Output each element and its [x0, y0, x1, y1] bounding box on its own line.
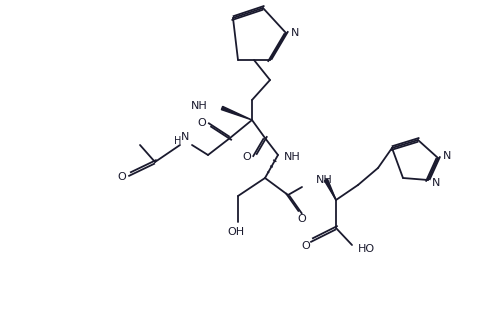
Polygon shape	[324, 179, 335, 200]
Text: O: O	[197, 118, 206, 128]
Text: NH: NH	[283, 152, 300, 162]
Text: NH: NH	[315, 175, 332, 185]
Text: HO: HO	[357, 244, 374, 254]
Text: OH: OH	[227, 227, 244, 237]
Text: N: N	[290, 28, 299, 38]
Text: O: O	[297, 214, 306, 224]
Text: N: N	[181, 132, 189, 142]
Text: N: N	[256, 0, 264, 2]
Text: H: H	[174, 136, 182, 146]
Text: NH: NH	[191, 101, 207, 111]
Text: O: O	[242, 152, 251, 162]
Text: O: O	[118, 172, 126, 182]
Text: N: N	[442, 151, 450, 161]
Text: O: O	[301, 241, 310, 251]
Text: N: N	[431, 178, 439, 188]
Polygon shape	[221, 107, 251, 120]
